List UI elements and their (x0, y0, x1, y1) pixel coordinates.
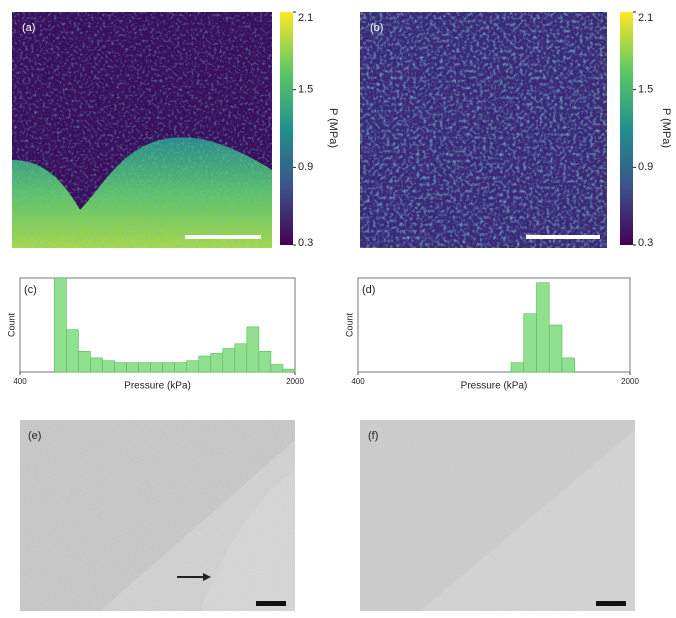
histogram-bar (258, 351, 272, 373)
histogram-bar (186, 360, 200, 373)
colorbar-tick-label: 2.1 (638, 12, 653, 24)
colorbar-tick-label: 0.3 (298, 237, 313, 249)
colorbar-label: P (MPa) (660, 108, 672, 148)
x-tick-label: 400 (351, 377, 365, 386)
histogram-bar (270, 364, 284, 373)
colorbar (280, 12, 293, 245)
colorbar-tick-label: 1.5 (638, 84, 653, 96)
colorbar-tick-label: 1.5 (298, 84, 313, 96)
panel-label: (c) (24, 284, 37, 296)
histogram-bar (523, 313, 537, 373)
histogram-bar (234, 343, 248, 373)
histogram-bar (90, 357, 103, 373)
panel-label: (e) (28, 430, 41, 442)
panel-label: (a) (22, 22, 35, 34)
histogram-bar (198, 355, 212, 373)
histogram-bar (78, 351, 91, 373)
heatmap-image (12, 12, 272, 248)
histogram-bar (66, 329, 79, 373)
panel-label: (b) (370, 22, 383, 34)
colorbar-tick-label: 2.1 (298, 12, 313, 24)
colorbar (620, 12, 633, 245)
panel-label: (d) (362, 284, 375, 296)
x-axis-label: Pressure (kPa) (124, 381, 191, 392)
sem-image (360, 420, 635, 611)
colorbar-tick-label: 0.9 (638, 161, 653, 173)
colorbar-tick-label: 0.9 (298, 161, 313, 173)
histogram-bar (114, 362, 127, 373)
panel-label: (f) (368, 430, 378, 442)
histogram-bar (282, 368, 296, 373)
histogram-bar (138, 362, 151, 373)
x-tick-label: 400 (13, 377, 27, 386)
x-tick-label: 2000 (621, 377, 639, 386)
histogram-bar (561, 357, 576, 373)
histogram-bar (54, 277, 67, 373)
x-tick-label: 2000 (286, 377, 304, 386)
colorbar-label: P (MPa) (327, 108, 339, 148)
histogram-bar (510, 362, 525, 373)
histogram-bar (222, 348, 236, 373)
y-axis-label: Count (344, 313, 354, 338)
histogram-bar (536, 282, 550, 373)
histogram-bar (174, 362, 188, 373)
histogram-bar (548, 324, 563, 373)
heatmap-image (360, 12, 607, 248)
histogram-bar (246, 326, 260, 373)
histogram-bar (150, 362, 163, 373)
x-axis-label: Pressure (kPa) (461, 381, 528, 392)
plot-frame (357, 277, 631, 373)
sem-image (20, 420, 295, 611)
histogram-bar (126, 362, 139, 373)
histogram-bar (210, 352, 224, 373)
y-axis-label: Count (6, 313, 16, 338)
histogram-bar (102, 360, 115, 373)
histogram-bar (162, 362, 175, 373)
colorbar-tick-label: 0.3 (638, 237, 653, 249)
